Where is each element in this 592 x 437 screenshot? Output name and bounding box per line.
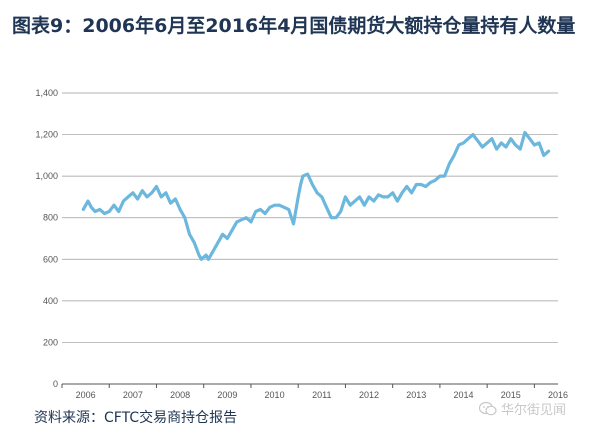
x-tick-label: 2006 xyxy=(76,390,96,400)
x-tick-label: 2015 xyxy=(501,390,521,400)
x-tick-label: 2010 xyxy=(265,390,285,400)
x-axis-ticks: 2006 2007 2008 2009 2010 2011 2012 2013 2014 2015… xyxy=(61,384,568,400)
y-tick-label: 600 xyxy=(43,254,58,264)
watermark-text: 华尔街见闻 xyxy=(500,403,566,418)
x-tick-label: 2013 xyxy=(406,390,426,400)
y-tick-label: 200 xyxy=(43,337,58,347)
series-group xyxy=(81,130,551,261)
y-tick-label: 0 xyxy=(53,379,58,389)
chat-bubble-icon xyxy=(478,401,497,415)
x-tick-label: 2016 xyxy=(548,390,568,400)
y-tick-label: 1,200 xyxy=(35,130,58,140)
y-tick-label: 800 xyxy=(43,213,58,223)
x-tick-label: 2011 xyxy=(312,390,331,400)
x-tick-label: 2008 xyxy=(170,390,190,400)
x-tick-label: 2009 xyxy=(217,390,237,400)
grid-lines xyxy=(62,92,558,343)
x-tick-label: 2007 xyxy=(123,390,143,400)
y-axis-ticks: 0 200 400 600 800 1,000 1,200 1,400 xyxy=(35,88,58,389)
series-line xyxy=(81,130,551,261)
y-tick-label: 1,400 xyxy=(35,88,58,98)
x-tick-label: 2014 xyxy=(454,390,474,400)
source-note: 资料来源：CFTC交易商持仓报告 xyxy=(34,410,238,426)
watermark: 华尔街见闻 xyxy=(478,399,566,418)
y-tick-label: 1,000 xyxy=(35,171,58,181)
chart-title: 图表9：2006年6月至2016年4月国债期货大额持仓量持有人数量 xyxy=(12,15,576,37)
y-tick-label: 400 xyxy=(43,296,58,306)
x-tick-label: 2012 xyxy=(359,390,379,400)
